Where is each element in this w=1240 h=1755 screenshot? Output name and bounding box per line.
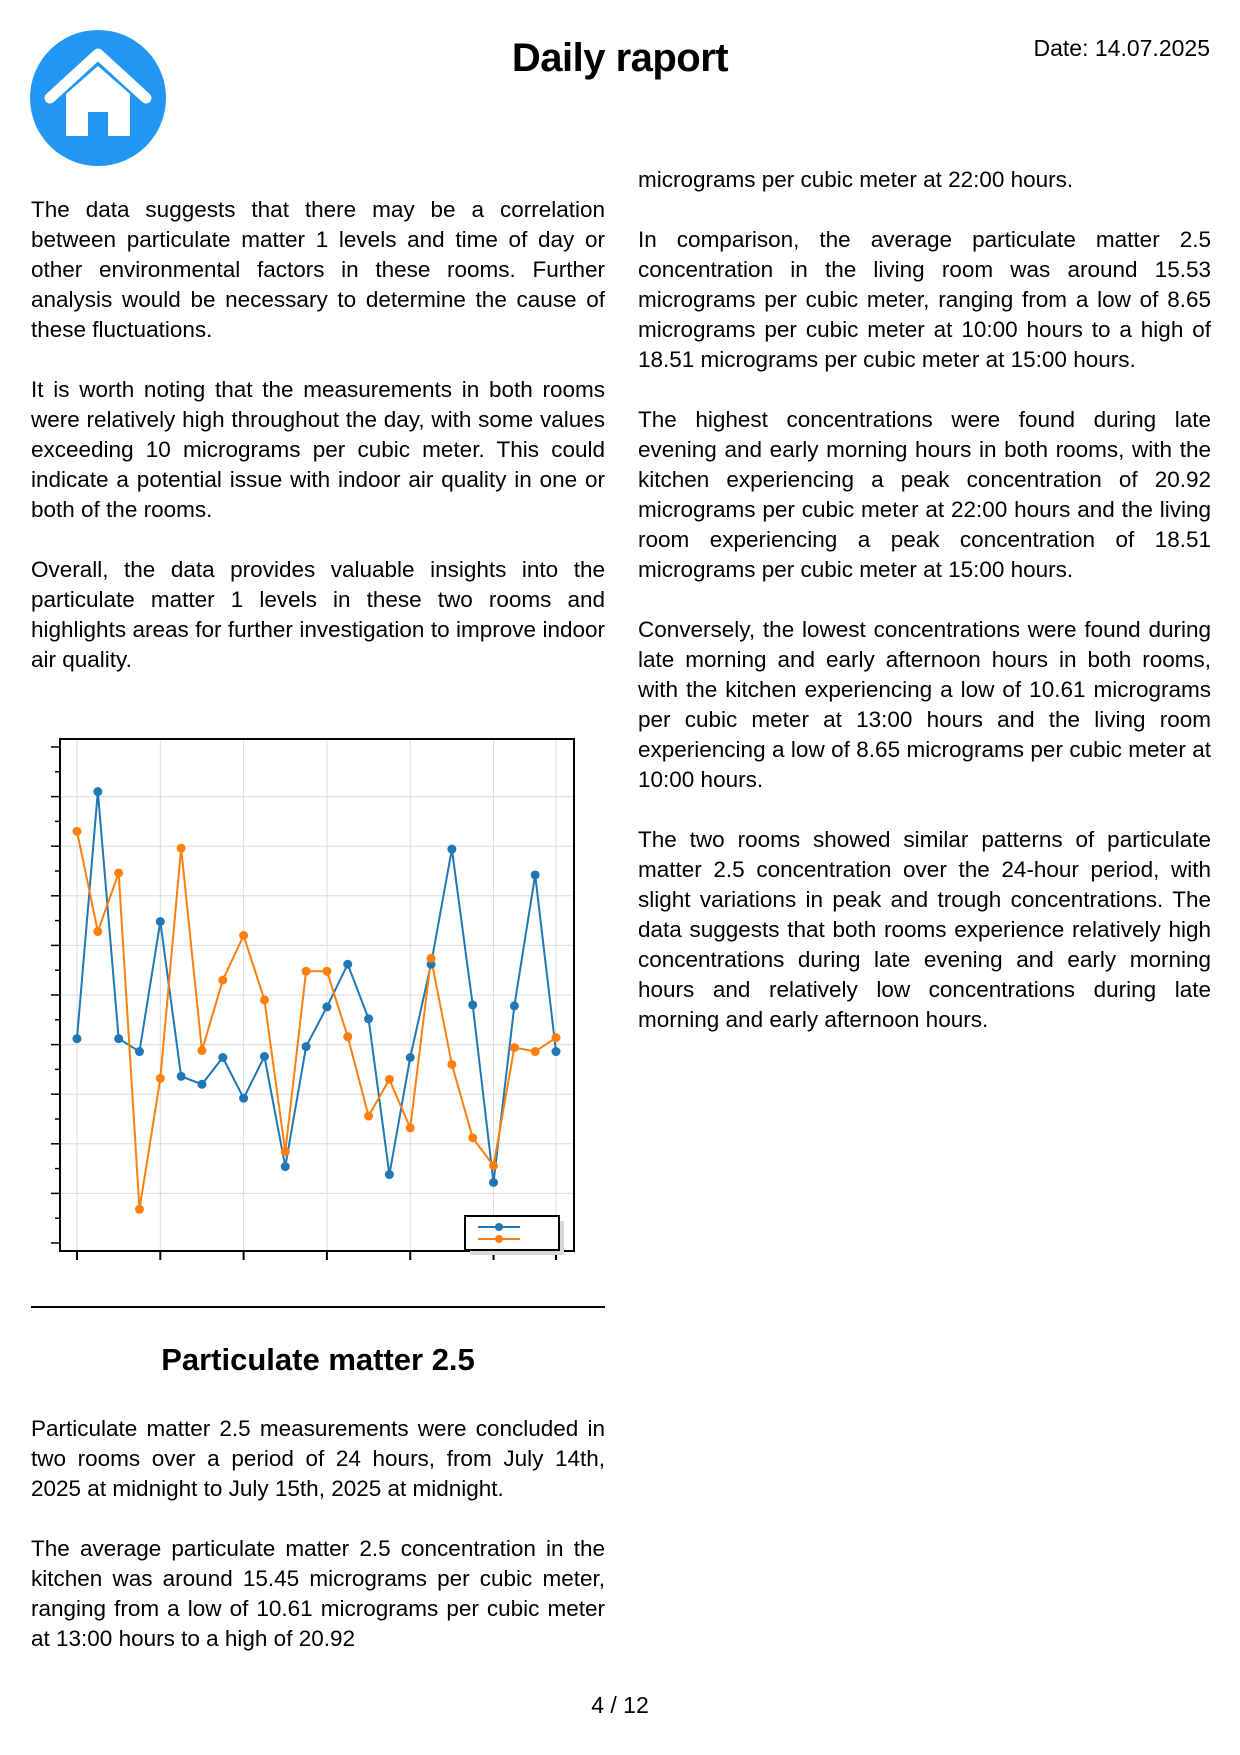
data-point bbox=[509, 1043, 519, 1053]
data-point bbox=[280, 1162, 290, 1172]
data-point bbox=[468, 1133, 478, 1143]
data-point bbox=[301, 1042, 311, 1052]
page-number: 4 / 12 bbox=[591, 1692, 649, 1718]
pm-line-chart bbox=[51, 738, 575, 1260]
section-divider bbox=[31, 1306, 605, 1308]
data-point bbox=[343, 1032, 353, 1042]
paragraph: micrograms per cubic meter at 22:00 hour… bbox=[638, 167, 1074, 192]
data-point bbox=[72, 1034, 82, 1044]
legend-box bbox=[464, 1215, 560, 1251]
data-point bbox=[176, 1071, 186, 1081]
page-title: Daily raport bbox=[511, 36, 729, 80]
data-point bbox=[155, 917, 165, 927]
data-point bbox=[509, 1001, 519, 1011]
data-point bbox=[489, 1161, 499, 1171]
home-body bbox=[66, 66, 130, 136]
legend-marker-0 bbox=[495, 1223, 503, 1231]
data-point bbox=[218, 975, 228, 985]
data-point bbox=[447, 1059, 457, 1069]
data-point bbox=[218, 1052, 228, 1062]
legend-entries bbox=[478, 1223, 520, 1243]
series-line-0 bbox=[76, 791, 557, 1183]
data-point bbox=[239, 930, 249, 940]
data-point bbox=[259, 1052, 269, 1062]
chart-legend bbox=[464, 1215, 564, 1255]
paragraph: The two rooms showed similar patterns of… bbox=[638, 827, 1211, 1032]
data-point bbox=[489, 1177, 499, 1187]
right-column: micrograms per cubic meter at 22:00 hour… bbox=[638, 165, 1211, 1065]
data-point bbox=[197, 1046, 207, 1056]
data-point bbox=[405, 1052, 415, 1062]
data-point bbox=[176, 843, 186, 853]
data-point bbox=[405, 1123, 415, 1133]
data-point bbox=[134, 1204, 144, 1214]
data-point bbox=[280, 1147, 290, 1157]
paragraph: The highest concentrations were found du… bbox=[638, 407, 1211, 582]
chart-series bbox=[72, 787, 561, 1214]
data-point bbox=[322, 1002, 332, 1012]
data-point bbox=[530, 1047, 540, 1057]
chart-ticks bbox=[51, 746, 557, 1260]
data-point bbox=[530, 870, 540, 880]
data-point bbox=[384, 1074, 394, 1084]
data-point bbox=[551, 1047, 561, 1057]
data-point bbox=[93, 927, 103, 937]
paragraph: The average particulate matter 2.5 conce… bbox=[31, 1536, 605, 1651]
data-point bbox=[384, 1170, 394, 1180]
paragraph: The data suggests that there may be a co… bbox=[31, 197, 605, 342]
data-point bbox=[259, 995, 269, 1005]
data-point bbox=[364, 1111, 374, 1121]
legend-marker-1 bbox=[495, 1235, 503, 1243]
data-point bbox=[134, 1047, 144, 1057]
section-title: Particulate matter 2.5 bbox=[161, 1342, 475, 1377]
paragraph: Particulate matter 2.5 measurements were… bbox=[31, 1416, 605, 1501]
data-point bbox=[239, 1093, 249, 1103]
data-point bbox=[301, 966, 311, 976]
data-point bbox=[447, 844, 457, 854]
data-point bbox=[343, 959, 353, 969]
chart-grid bbox=[60, 739, 574, 1251]
data-point bbox=[114, 868, 124, 878]
report-date: Date: 14.07.2025 bbox=[1033, 35, 1210, 61]
series-line-1 bbox=[76, 831, 557, 1210]
data-point bbox=[72, 826, 82, 836]
data-point bbox=[364, 1014, 374, 1024]
data-point bbox=[322, 966, 332, 976]
paragraph: In comparison, the average particulate m… bbox=[638, 227, 1211, 372]
left-column: The data suggests that there may be a co… bbox=[31, 195, 605, 705]
data-point bbox=[114, 1034, 124, 1044]
home-icon bbox=[30, 30, 166, 166]
paragraph: Conversely, the lowest concentrations we… bbox=[638, 617, 1211, 792]
paragraph: It is worth noting that the measurements… bbox=[31, 377, 605, 522]
data-point bbox=[93, 787, 103, 797]
home-roof bbox=[44, 48, 152, 104]
pm25-section-text: Particulate matter 2.5 measurements were… bbox=[31, 1414, 605, 1654]
data-point bbox=[468, 1000, 478, 1010]
data-point bbox=[426, 953, 436, 963]
data-point bbox=[551, 1033, 561, 1043]
paragraph: Overall, the data provides valuable insi… bbox=[31, 557, 605, 672]
data-point bbox=[155, 1073, 165, 1083]
data-point bbox=[197, 1079, 207, 1089]
